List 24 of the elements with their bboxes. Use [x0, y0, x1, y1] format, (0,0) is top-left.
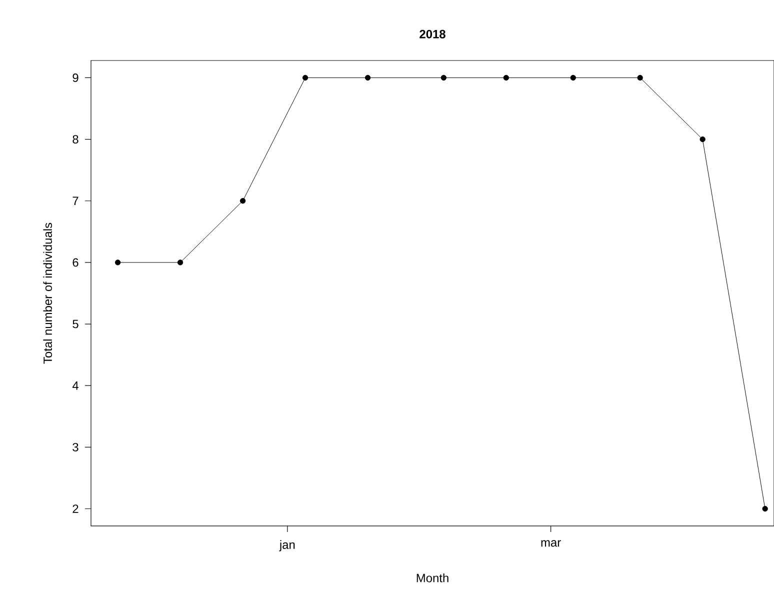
point	[503, 74, 510, 81]
y-tick-label: 5	[72, 320, 78, 328]
x-axis-title: Month	[416, 573, 448, 582]
x-tick-label: mar	[541, 540, 561, 547]
y-tick-label: 3	[72, 442, 78, 452]
x-tick-label: jan	[279, 540, 295, 552]
y-tick-label: 4	[72, 381, 78, 390]
y-tick-label: 6	[72, 258, 78, 267]
y-tick-label: 9	[72, 74, 78, 82]
y-tick-label: 2	[72, 504, 78, 513]
y-axis-title: Total number of individuals	[43, 222, 52, 364]
point	[364, 74, 371, 81]
point	[302, 74, 308, 81]
y-tick-label: 8	[72, 135, 78, 144]
point	[637, 74, 643, 81]
y-tick-label: 7	[72, 196, 78, 205]
point	[700, 136, 706, 142]
chart-title: 2018	[420, 30, 446, 38]
point	[570, 74, 576, 81]
point	[440, 74, 447, 81]
point	[177, 260, 184, 266]
point	[114, 260, 121, 266]
point	[240, 198, 246, 204]
point	[762, 506, 768, 512]
